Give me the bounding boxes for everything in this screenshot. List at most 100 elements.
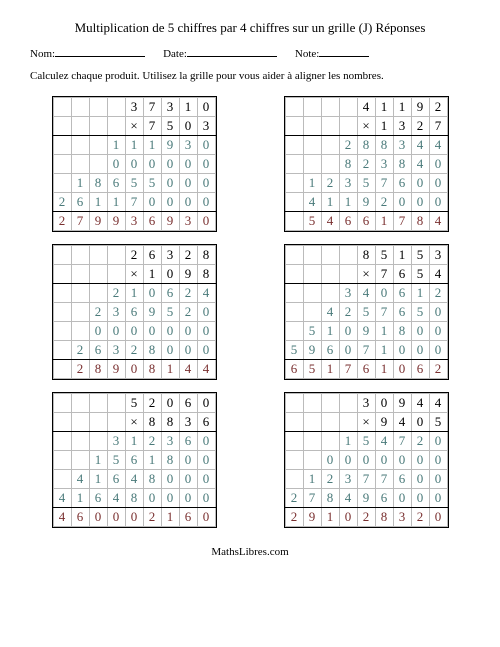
result-digit: 7 xyxy=(393,212,411,231)
partial-digit xyxy=(303,303,321,322)
note-line[interactable] xyxy=(319,56,369,57)
partial-digit: 2 xyxy=(179,303,197,322)
digit-cell xyxy=(303,394,321,413)
digit-cell: 4 xyxy=(357,98,375,117)
partial-digit: 5 xyxy=(357,303,375,322)
partial-digit: 9 xyxy=(161,136,179,155)
partial-digit xyxy=(53,284,71,303)
partial-digit xyxy=(285,136,303,155)
partial-digit: 2 xyxy=(375,193,393,212)
result-digit: 0 xyxy=(197,508,215,527)
result-digit xyxy=(53,360,71,379)
digit-cell xyxy=(285,246,303,265)
date-line[interactable] xyxy=(187,56,277,57)
digit-cell: 9 xyxy=(375,413,393,432)
partial-digit: 0 xyxy=(429,322,447,341)
partial-digit xyxy=(303,451,321,470)
partial-digit: 0 xyxy=(107,322,125,341)
result-digit: 1 xyxy=(375,212,393,231)
partial-digit: 6 xyxy=(107,470,125,489)
result-digit: 0 xyxy=(125,360,143,379)
grids-container: 37310×7503111930000000186550002611700002… xyxy=(30,96,470,528)
partial-digit: 4 xyxy=(71,470,89,489)
times-sign: × xyxy=(125,413,143,432)
partial-digit: 2 xyxy=(411,432,429,451)
partial-digit: 4 xyxy=(411,155,429,174)
digit-cell xyxy=(89,117,107,136)
digit-cell: 5 xyxy=(161,117,179,136)
mult-grid: 52060×8836312360156180041648000416480000… xyxy=(52,392,217,528)
partial-digit xyxy=(285,155,303,174)
partial-digit: 6 xyxy=(89,341,107,360)
partial-digit: 8 xyxy=(339,155,357,174)
digit-cell: 2 xyxy=(143,394,161,413)
partial-digit: 8 xyxy=(393,322,411,341)
partial-digit xyxy=(71,322,89,341)
partial-digit: 1 xyxy=(411,284,429,303)
partial-digit: 0 xyxy=(339,451,357,470)
digit-cell xyxy=(339,117,357,136)
result-digit: 9 xyxy=(303,508,321,527)
times-sign: × xyxy=(357,265,375,284)
note-field: Note: xyxy=(295,48,369,60)
result-digit: 0 xyxy=(197,212,215,231)
partial-digit: 4 xyxy=(107,489,125,508)
times-sign: × xyxy=(357,117,375,136)
partial-digit xyxy=(53,303,71,322)
digit-cell xyxy=(285,394,303,413)
partial-digit: 3 xyxy=(393,136,411,155)
name-line[interactable] xyxy=(55,56,145,57)
partial-digit: 6 xyxy=(71,193,89,212)
partial-digit xyxy=(53,432,71,451)
digit-cell xyxy=(303,98,321,117)
partial-digit: 0 xyxy=(179,174,197,193)
partial-digit: 9 xyxy=(357,322,375,341)
digit-cell xyxy=(321,413,339,432)
result-digit: 5 xyxy=(303,212,321,231)
partial-digit: 0 xyxy=(339,341,357,360)
digit-cell xyxy=(303,413,321,432)
partial-digit: 6 xyxy=(375,489,393,508)
digit-cell xyxy=(107,117,125,136)
partial-digit: 1 xyxy=(375,322,393,341)
partial-digit: 0 xyxy=(107,155,125,174)
digit-cell xyxy=(285,98,303,117)
digit-cell xyxy=(339,98,357,117)
partial-digit: 0 xyxy=(197,341,215,360)
digit-cell xyxy=(53,246,71,265)
partial-digit xyxy=(285,303,303,322)
partial-digit: 0 xyxy=(179,341,197,360)
partial-digit: 0 xyxy=(125,322,143,341)
result-digit: 8 xyxy=(143,360,161,379)
digit-cell: 4 xyxy=(429,394,447,413)
result-digit: 1 xyxy=(161,360,179,379)
digit-cell: 3 xyxy=(125,98,143,117)
partial-digit: 1 xyxy=(339,432,357,451)
partial-digit: 4 xyxy=(125,470,143,489)
partial-digit: 1 xyxy=(303,174,321,193)
digit-cell: 0 xyxy=(179,117,197,136)
partial-digit: 0 xyxy=(429,193,447,212)
partial-digit: 3 xyxy=(161,432,179,451)
partial-digit xyxy=(53,155,71,174)
digit-cell xyxy=(339,265,357,284)
partial-digit: 0 xyxy=(321,451,339,470)
digit-cell xyxy=(89,394,107,413)
result-digit: 9 xyxy=(107,212,125,231)
result-digit: 2 xyxy=(53,212,71,231)
partial-digit: 3 xyxy=(339,470,357,489)
result-digit: 6 xyxy=(143,212,161,231)
digit-cell: 3 xyxy=(161,98,179,117)
result-digit: 2 xyxy=(71,360,89,379)
partial-digit: 0 xyxy=(393,193,411,212)
digit-cell: 7 xyxy=(429,117,447,136)
partial-digit: 2 xyxy=(107,284,125,303)
partial-digit: 0 xyxy=(339,322,357,341)
partial-digit: 0 xyxy=(179,470,197,489)
digit-cell: 0 xyxy=(161,394,179,413)
partial-digit: 0 xyxy=(197,489,215,508)
partial-digit: 3 xyxy=(107,303,125,322)
partial-digit xyxy=(285,174,303,193)
partial-digit xyxy=(71,136,89,155)
digit-cell: 6 xyxy=(179,394,197,413)
